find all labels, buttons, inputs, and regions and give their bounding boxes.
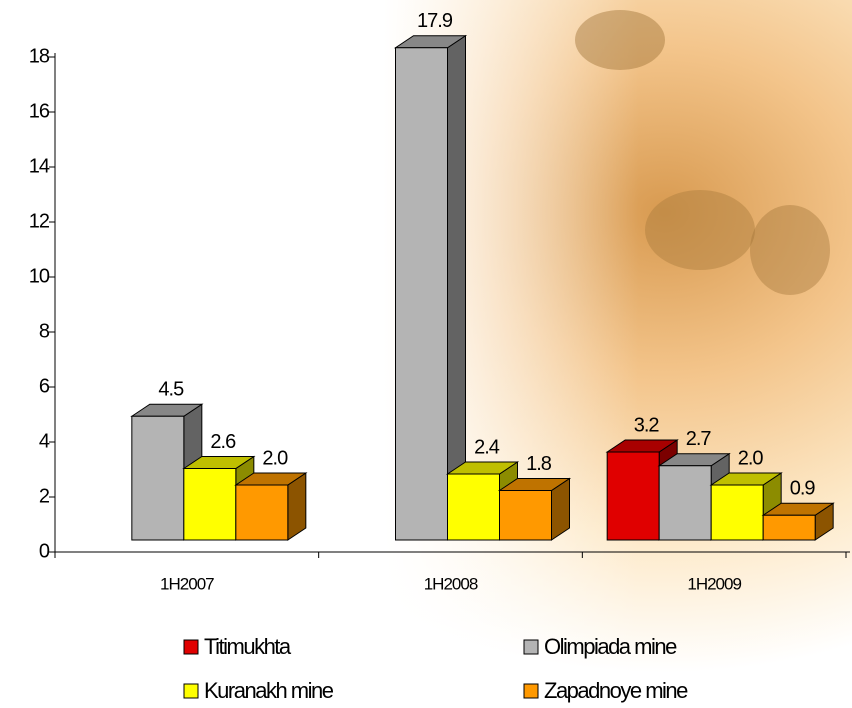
y-tick-label: 14 xyxy=(29,155,50,177)
bar xyxy=(236,473,306,540)
bar-front xyxy=(184,469,236,541)
bar-front xyxy=(607,452,659,540)
x-tick-label: 1H2009 xyxy=(687,574,741,593)
legend-label: Kuranakh mine xyxy=(204,678,334,703)
bar xyxy=(500,479,570,541)
data-label: 1.8 xyxy=(526,453,552,475)
y-tick-label: 12 xyxy=(29,210,50,232)
data-label: 17.9 xyxy=(417,10,453,32)
bar-front xyxy=(132,416,184,540)
data-label: 2.0 xyxy=(262,447,288,469)
legend-swatch xyxy=(524,640,538,654)
y-tick-label: 8 xyxy=(39,320,50,342)
y-tick-label: 0 xyxy=(39,540,50,562)
y-tick-label: 6 xyxy=(39,375,50,397)
bar-front xyxy=(396,48,448,540)
data-label: 0.9 xyxy=(790,478,816,500)
bar-front xyxy=(500,491,552,541)
legend-label: Olimpiada mine xyxy=(544,634,677,659)
legend-label: Zapadnoye mine xyxy=(544,678,688,703)
bar xyxy=(396,36,466,540)
nugget xyxy=(645,190,755,270)
bar-front xyxy=(236,485,288,540)
bar-front xyxy=(711,485,763,540)
nugget xyxy=(575,10,665,70)
data-label: 2.4 xyxy=(474,436,500,458)
bar xyxy=(763,503,833,540)
bar-front xyxy=(659,466,711,540)
y-tick-label: 10 xyxy=(29,265,50,287)
data-label: 2.6 xyxy=(210,431,236,453)
bar-front xyxy=(763,515,815,540)
legend-swatch xyxy=(184,640,198,654)
y-tick-label: 2 xyxy=(39,485,50,507)
y-tick-label: 18 xyxy=(29,45,50,67)
legend-swatch xyxy=(524,684,538,698)
legend-label: Titimukhta xyxy=(204,634,292,659)
y-tick-label: 16 xyxy=(29,100,50,122)
y-tick-label: 4 xyxy=(39,430,50,452)
chart: 0 2 4 6 8 10 12 14 16 18 1H2007 1H2008 1H2009 4.5 2.6 2… xyxy=(0,0,852,708)
data-label: 3.2 xyxy=(634,414,660,436)
nugget xyxy=(750,205,830,295)
x-tick-label: 1H2008 xyxy=(424,574,478,593)
data-label: 4.5 xyxy=(158,379,184,401)
bar-front xyxy=(448,474,500,540)
data-label: 2.0 xyxy=(738,447,764,469)
x-tick-label: 1H2007 xyxy=(160,574,214,593)
legend-swatch xyxy=(184,684,198,698)
data-label: 2.7 xyxy=(686,428,712,450)
